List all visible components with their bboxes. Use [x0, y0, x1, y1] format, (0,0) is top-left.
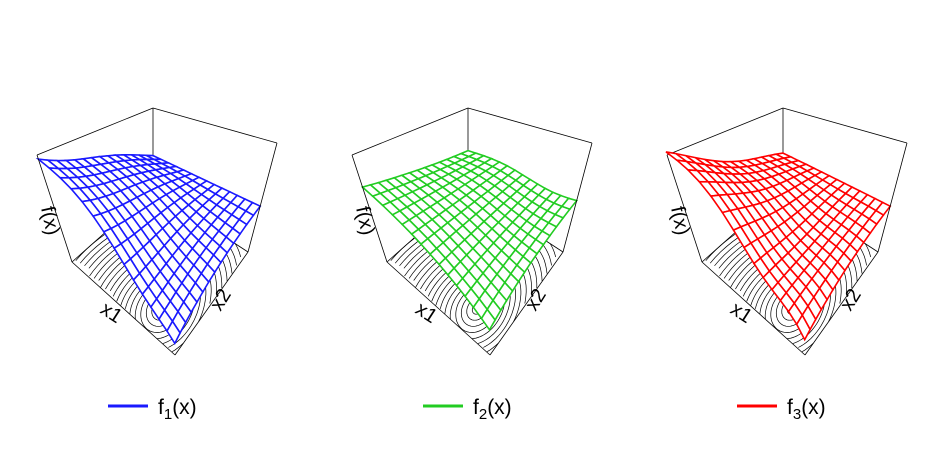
- z-label: f(x): [666, 204, 694, 237]
- box-edge: [71, 261, 176, 356]
- z-label: f(x): [351, 204, 379, 237]
- legend-label: f3(x): [787, 396, 826, 423]
- contour-line: [865, 243, 872, 258]
- surface-cell: [166, 319, 182, 346]
- legend-label: f1(x): [158, 396, 197, 423]
- box-edge: [701, 261, 806, 356]
- box-edge: [36, 154, 73, 263]
- x2-label: x2: [521, 285, 551, 315]
- legend-subscript: 3: [793, 406, 801, 423]
- contour-line: [550, 243, 557, 258]
- box-edge: [804, 251, 879, 356]
- legend-subscript: 2: [479, 406, 487, 423]
- contour-line: [171, 342, 184, 353]
- surface: [35, 153, 262, 346]
- legend-base: f: [158, 396, 164, 419]
- box-edge: [489, 251, 564, 356]
- box-edge: [782, 107, 908, 144]
- box-edge: [666, 154, 703, 263]
- box-edge: [152, 107, 278, 144]
- contour-line: [801, 342, 814, 353]
- box-edge: [351, 154, 388, 263]
- legend-rest: (x): [172, 396, 197, 419]
- panel: x1 x2f(x)f2(x): [351, 107, 593, 423]
- legend-rest: (x): [801, 396, 826, 419]
- legend-base: f: [473, 396, 479, 419]
- x2-label: x2: [206, 285, 236, 315]
- box-edge: [386, 261, 491, 356]
- contour-line: [486, 342, 499, 353]
- panel: x1 x2f(x)f3(x): [665, 107, 908, 423]
- box-edge: [467, 107, 593, 144]
- legend-label: f2(x): [473, 396, 512, 423]
- legend-rest: (x): [487, 396, 512, 419]
- surface: [665, 151, 892, 342]
- box-edge: [247, 142, 278, 253]
- box-edge: [174, 251, 249, 356]
- z-label: f(x): [36, 204, 64, 237]
- legend-base: f: [787, 396, 793, 419]
- panel: x1 x2f(x)f1(x): [35, 107, 278, 423]
- contour-line: [235, 243, 242, 258]
- box-edge: [36, 107, 154, 156]
- surface-cell: [480, 307, 497, 332]
- box-edge: [877, 142, 908, 253]
- box-edge: [666, 107, 784, 156]
- surface: [360, 149, 579, 332]
- box-edge: [562, 142, 593, 253]
- x2-label: x2: [836, 285, 866, 315]
- surface-cell: [795, 313, 812, 342]
- legend-subscript: 1: [164, 406, 172, 423]
- box-edge: [351, 107, 469, 156]
